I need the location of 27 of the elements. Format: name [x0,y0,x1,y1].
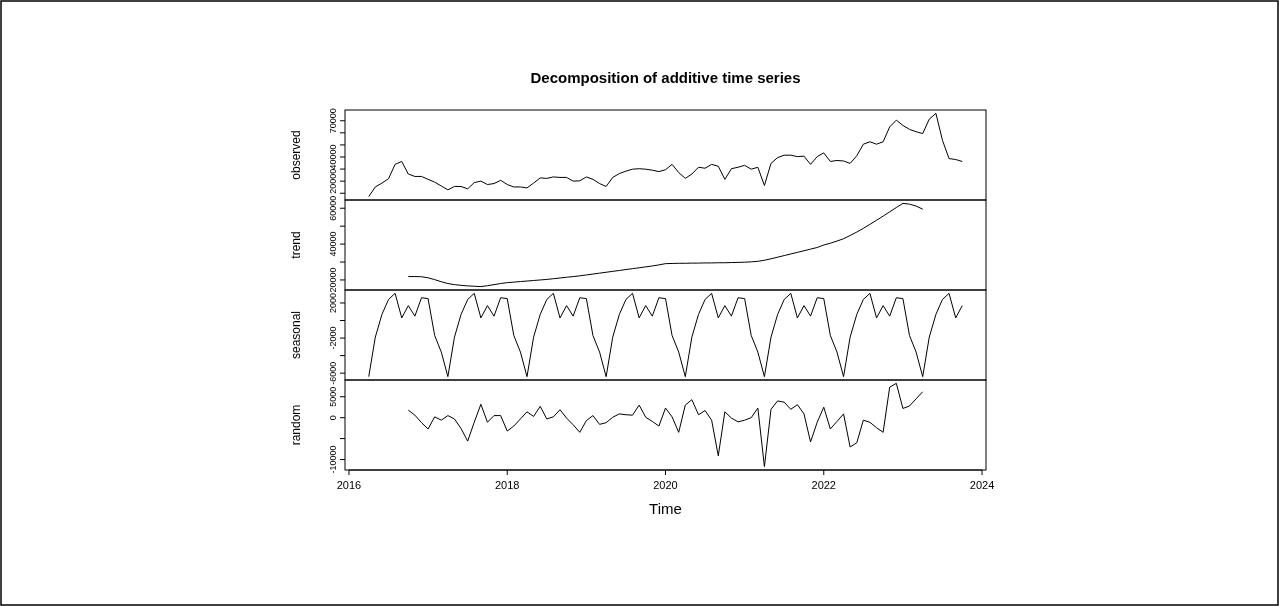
y-axis-title: seasonal [289,310,303,360]
x-tick-label: 2016 [336,479,362,491]
line-series [368,292,963,378]
y-tick-label: 40000 [328,144,338,170]
y-tick-label: 20000 [328,168,338,194]
line-series [368,112,963,198]
x-tick-label: 2018 [494,479,520,491]
y-tick-label: 70000 [328,108,338,134]
x-tick-label: 2024 [969,479,995,491]
y-tick-label: 5000 [328,386,338,407]
x-tick-label: 2020 [653,479,678,491]
x-tick-label: 2022 [811,479,837,491]
y-tick-label: -10000 [328,445,338,474]
y-tick-label: -2000 [328,326,338,350]
line-series [407,202,924,288]
y-tick-label: 20000 [328,267,338,293]
chart-title: Decomposition of additive time series [530,69,801,86]
x-axis-title: Time [649,500,682,517]
y-axis-title: random [289,404,303,446]
y-tick-label: -6000 [328,361,338,385]
y-tick-label: 2000 [328,292,338,313]
y-axis-title: observed [289,130,303,180]
y-tick-label: 40000 [328,231,338,257]
y-tick-label: 60000 [328,195,338,221]
line-series [407,382,924,468]
y-tick-label: 0 [328,415,338,421]
y-axis-title: trend [289,231,303,259]
